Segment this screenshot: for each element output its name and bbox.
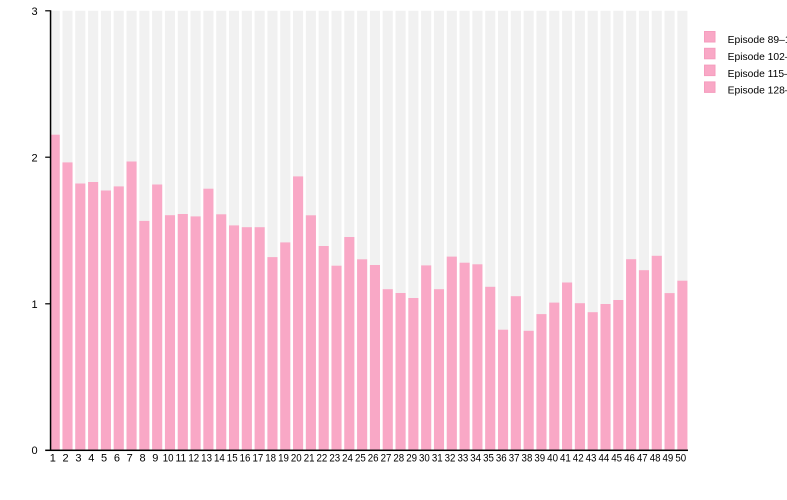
svg-text:7: 7 (127, 453, 133, 465)
svg-text:2: 2 (63, 453, 69, 465)
svg-text:46: 46 (624, 453, 635, 465)
svg-text:Episode 89–101: Episode 89–101 (728, 35, 787, 46)
svg-text:31: 31 (432, 453, 443, 465)
svg-text:19: 19 (278, 453, 289, 465)
svg-text:Episode 102–114: Episode 102–114 (728, 52, 787, 63)
svg-text:37: 37 (509, 453, 520, 465)
svg-text:Episode 115–127: Episode 115–127 (728, 69, 787, 80)
svg-text:25: 25 (355, 453, 366, 465)
svg-text:15: 15 (227, 453, 238, 465)
svg-text:18: 18 (265, 453, 276, 465)
svg-text:Episode 128–140: Episode 128–140 (728, 86, 787, 97)
svg-text:23: 23 (329, 453, 340, 465)
svg-text:1: 1 (50, 453, 56, 465)
svg-text:47: 47 (637, 453, 648, 465)
svg-text:39: 39 (534, 453, 545, 465)
svg-text:21: 21 (304, 453, 315, 465)
svg-text:30: 30 (419, 453, 430, 465)
svg-text:27: 27 (381, 453, 392, 465)
svg-text:48: 48 (650, 453, 661, 465)
svg-text:28: 28 (393, 453, 404, 465)
svg-text:16: 16 (240, 453, 251, 465)
svg-text:35: 35 (483, 453, 494, 465)
svg-text:13: 13 (201, 453, 212, 465)
svg-text:38: 38 (522, 453, 533, 465)
svg-text:49: 49 (663, 453, 674, 465)
svg-text:2: 2 (31, 152, 37, 164)
svg-text:17: 17 (252, 453, 263, 465)
svg-text:8: 8 (139, 453, 145, 465)
svg-text:3: 3 (75, 453, 81, 465)
svg-text:44: 44 (598, 453, 609, 465)
svg-text:36: 36 (496, 453, 507, 465)
svg-text:20: 20 (291, 453, 302, 465)
svg-text:5: 5 (101, 453, 107, 465)
svg-text:34: 34 (470, 453, 481, 465)
svg-text:0: 0 (31, 445, 37, 457)
svg-text:24: 24 (342, 453, 353, 465)
svg-text:4: 4 (88, 453, 94, 465)
svg-text:41: 41 (560, 453, 571, 465)
svg-text:14: 14 (214, 453, 225, 465)
svg-text:33: 33 (457, 453, 468, 465)
svg-text:45: 45 (611, 453, 622, 465)
svg-text:40: 40 (547, 453, 558, 465)
svg-text:11: 11 (176, 453, 187, 465)
svg-text:50: 50 (675, 453, 686, 465)
svg-text:1: 1 (31, 299, 37, 311)
svg-text:43: 43 (586, 453, 597, 465)
svg-text:3: 3 (31, 6, 37, 18)
svg-text:32: 32 (445, 453, 456, 465)
svg-text:29: 29 (406, 453, 417, 465)
svg-text:26: 26 (368, 453, 379, 465)
svg-text:6: 6 (114, 453, 120, 465)
svg-text:22: 22 (317, 453, 328, 465)
svg-text:12: 12 (188, 453, 199, 465)
svg-text:9: 9 (152, 453, 158, 465)
svg-text:10: 10 (163, 453, 174, 465)
svg-text:42: 42 (573, 453, 584, 465)
